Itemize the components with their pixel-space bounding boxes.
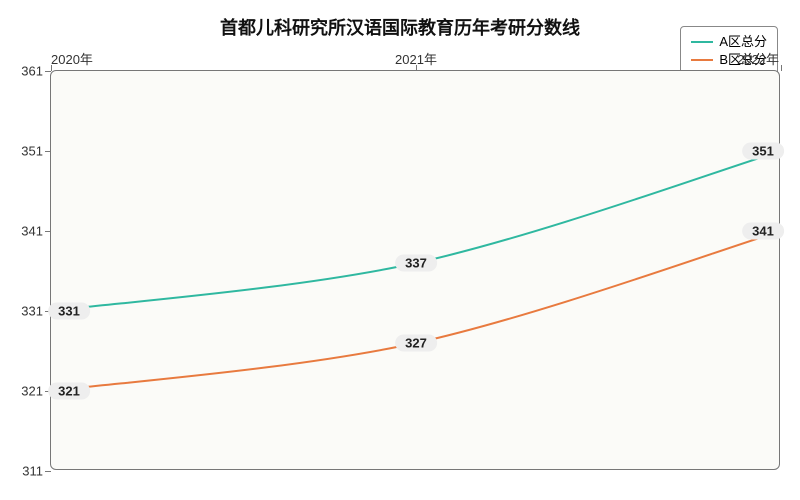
legend-swatch-a: [691, 41, 713, 43]
chart-container: 首都儿科研究所汉语国际教育历年考研分数线 A区总分 B区总分 311321331…: [0, 0, 800, 500]
y-tick-mark: [45, 151, 51, 152]
x-tick-mark: [416, 65, 417, 71]
y-tick-mark: [45, 471, 51, 472]
legend-swatch-b: [691, 59, 713, 61]
data-point-label: 321: [48, 383, 90, 400]
y-tick-mark: [45, 231, 51, 232]
y-tick-mark: [45, 71, 51, 72]
data-point-label: 337: [395, 255, 437, 272]
plot-area: 3113213313413513612020年2021年2022年3313373…: [50, 70, 780, 470]
x-tick-label: 2020年: [51, 49, 93, 68]
x-tick-label: 2022年: [737, 49, 779, 68]
x-tick-mark: [781, 65, 782, 71]
data-point-label: 341: [742, 223, 784, 240]
data-point-label: 351: [742, 143, 784, 160]
x-tick-mark: [51, 65, 52, 71]
data-point-label: 327: [395, 335, 437, 352]
data-point-label: 331: [48, 303, 90, 320]
